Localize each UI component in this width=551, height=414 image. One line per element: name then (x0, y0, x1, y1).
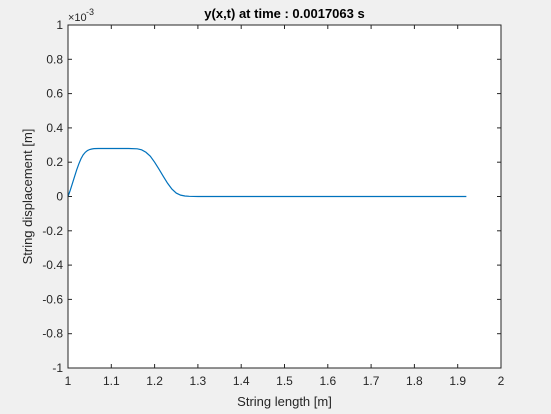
y-axis-label: String displacement [m] (20, 129, 35, 265)
y-tick-label: 0 (56, 190, 63, 204)
chart-title: y(x,t) at time : 0.0017063 s (204, 6, 364, 21)
y-exponent: ×10 -3 (68, 7, 94, 24)
y-tick-label: 0.8 (46, 52, 63, 66)
x-axis-label: String length [m] (237, 394, 332, 409)
y-tick-label: -0.8 (42, 327, 63, 341)
y-tick-label: -0.2 (42, 224, 63, 238)
y-axis-ticks: -1 -0.8 -0.6 -0.4 -0.2 0 0.2 0.4 0.6 0.8 1 (42, 18, 501, 375)
x-tick-label: 1.6 (319, 374, 336, 388)
x-tick-label: 1 (65, 374, 72, 388)
x-tick-label: 1.7 (363, 374, 380, 388)
y-tick-label: -1 (52, 361, 63, 375)
y-exponent-base: ×10 (68, 12, 87, 24)
x-axis-ticks: 1 1.1 1.2 1.3 1.4 1.5 1.6 1.7 1.8 1.9 2 (65, 25, 505, 388)
y-tick-label: 0.2 (46, 155, 63, 169)
x-tick-label: 1.1 (103, 374, 120, 388)
series-line (67, 147, 467, 198)
x-tick-label: 2 (498, 374, 505, 388)
x-tick-label: 1.9 (449, 374, 466, 388)
y-exponent-power: -3 (86, 7, 94, 17)
y-tick-label: -0.6 (42, 292, 63, 306)
x-tick-label: 1.4 (233, 374, 250, 388)
x-tick-label: 1.2 (146, 374, 163, 388)
x-tick-label: 1.3 (190, 374, 207, 388)
y-tick-label: 1 (56, 18, 63, 32)
x-tick-label: 1.8 (406, 374, 423, 388)
y-tick-label: 0.6 (46, 87, 63, 101)
axes-box (67, 24, 502, 369)
y-tick-label: 0.4 (46, 121, 63, 135)
y-tick-label: -0.4 (42, 258, 63, 272)
x-tick-label: 1.5 (276, 374, 293, 388)
